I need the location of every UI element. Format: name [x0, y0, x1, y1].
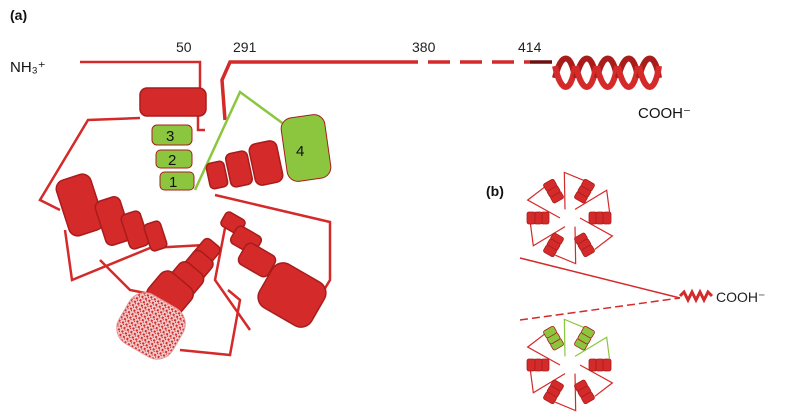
residue-label: 380: [412, 39, 436, 55]
residue-label: 414: [518, 39, 542, 55]
panel-label: (a): [10, 7, 27, 23]
backbone: [520, 298, 680, 320]
strand-block: [280, 113, 332, 183]
c-terminus: COOH⁻: [716, 289, 765, 305]
strand-block: [225, 150, 254, 188]
structure: [40, 59, 712, 411]
strand-block: [140, 88, 206, 116]
c-terminus: COOH⁻: [638, 105, 691, 122]
backbone: [520, 258, 680, 298]
residue-label: 291: [233, 39, 257, 55]
strand-block: [603, 359, 611, 371]
strand-block: [248, 140, 284, 187]
blade-label: 3: [166, 128, 174, 145]
strand-block: [205, 160, 228, 189]
backbone: [80, 62, 200, 90]
helix-mini: [680, 292, 712, 300]
helix-turn: [576, 66, 596, 87]
helix-turn: [639, 66, 659, 87]
strand-block: [603, 212, 611, 224]
blade-label: 4: [296, 143, 304, 160]
strand-block: [527, 359, 535, 371]
blade-label: 2: [168, 152, 176, 169]
n-terminus: NH₃⁺: [10, 59, 46, 76]
helix-turn: [555, 66, 575, 87]
blade-label: 1: [169, 174, 177, 191]
strand-block: [143, 220, 168, 252]
helix-turn: [597, 66, 617, 87]
panel-label: (b): [486, 183, 504, 199]
helix-turn: [618, 66, 638, 87]
residue-label: 50: [176, 39, 192, 55]
strand-block: [527, 212, 535, 224]
backbone: [222, 62, 418, 120]
diagram: (a) NH₃⁺ 50 291 380 414 COOH⁻ 3 2 1 4 (b…: [0, 0, 786, 416]
